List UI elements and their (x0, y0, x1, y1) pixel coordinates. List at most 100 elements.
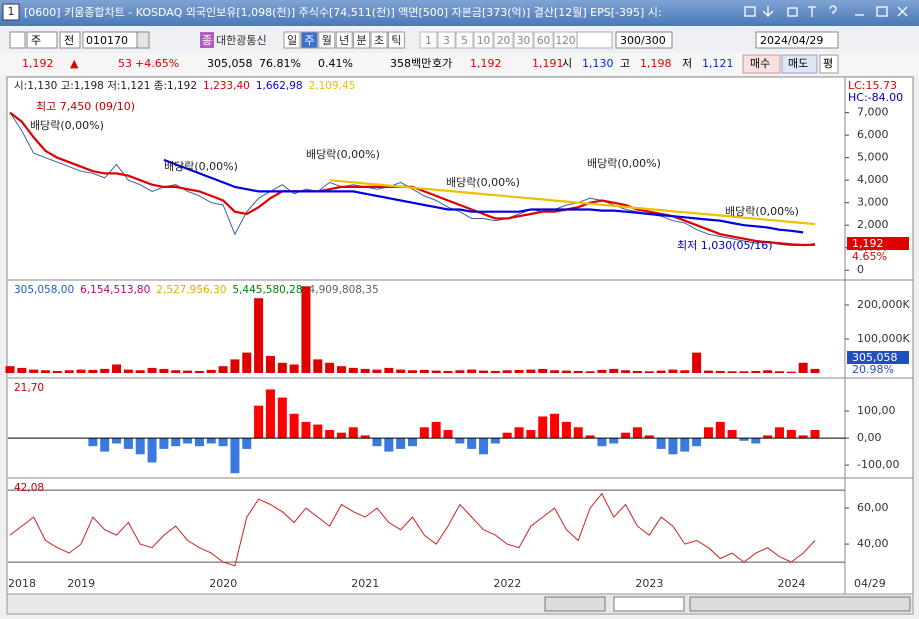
bar (692, 352, 702, 373)
date: 2024/04/29 (760, 34, 823, 47)
sell-button[interactable] (781, 54, 818, 74)
minute-button[interactable] (455, 31, 474, 49)
y-tick-label: 6,000 (857, 128, 889, 141)
interval-buttons: 일 주 월 년 분 초 틱 1 3 5 10 20 30 60 120 (283, 31, 578, 49)
count-box[interactable] (615, 31, 673, 49)
bar (171, 370, 181, 373)
bar (242, 352, 252, 373)
minute-label: 30 (517, 35, 530, 47)
bar (29, 369, 39, 373)
bar (538, 368, 548, 373)
legend-entry: 5,445,580,28 (232, 284, 302, 296)
buy-button[interactable] (742, 54, 781, 74)
bar (408, 438, 417, 447)
arrow: ▲ (70, 57, 79, 70)
last-volume: 305,058 (852, 351, 898, 364)
bar (76, 369, 86, 373)
btn[interactable] (787, 7, 798, 17)
legend-entry: 1,233,40 (203, 80, 250, 92)
bar (739, 438, 749, 441)
bar (609, 368, 619, 373)
sell[interactable]: 매도 (788, 57, 808, 70)
bar (254, 405, 264, 439)
minute-button[interactable] (493, 31, 514, 49)
dropdown[interactable] (136, 31, 150, 49)
legend-entry: 4,909,808,35 (309, 284, 379, 296)
btn[interactable] (829, 5, 837, 14)
bar (715, 421, 725, 439)
btn[interactable] (762, 6, 774, 17)
interval-button[interactable] (318, 31, 336, 49)
bar (265, 389, 275, 439)
interval-button[interactable] (335, 31, 353, 49)
bar (408, 370, 417, 373)
series-line (9, 112, 816, 246)
bar (668, 438, 678, 455)
btn[interactable] (744, 6, 756, 17)
scrollbar[interactable] (6, 593, 914, 615)
scroll-buttons[interactable] (544, 596, 606, 612)
interval-button[interactable] (387, 31, 405, 49)
minute-button[interactable] (533, 31, 554, 49)
bar (348, 367, 358, 373)
interval-button[interactable] (353, 31, 371, 49)
bar (443, 370, 453, 373)
bar (100, 368, 110, 373)
interval-label: 분 (357, 34, 367, 47)
hc-label: HC:-84.00 (848, 91, 903, 104)
interval-button[interactable] (370, 31, 388, 49)
bar (561, 421, 571, 439)
annotation: 배당락(0,00%) (30, 119, 104, 132)
y-tick-label: 100,00 (857, 404, 896, 417)
bar (490, 370, 500, 373)
bar (135, 438, 145, 455)
bar (384, 438, 394, 452)
date-box[interactable] (755, 31, 839, 49)
x-tick-label: 2020 (209, 577, 237, 590)
btn[interactable] (876, 6, 888, 17)
last-price: 1,192 (852, 237, 884, 250)
bar (325, 429, 335, 439)
low: 1,121 (702, 57, 734, 70)
interval-button[interactable] (283, 31, 301, 49)
btn[interactable] (808, 6, 816, 17)
y-tick-label: 100,000K (857, 332, 910, 345)
bar (656, 370, 666, 373)
x-tick-label: 2021 (351, 577, 379, 590)
minute-button[interactable] (419, 31, 438, 49)
buy[interactable]: 매수 (750, 57, 770, 70)
bar (502, 432, 512, 439)
adjust-select[interactable] (59, 31, 81, 49)
lc-label: LC:15.73 (848, 79, 897, 92)
bar (810, 429, 820, 439)
legend-entry: 42,08 (14, 482, 44, 494)
chart-frame (6, 76, 914, 595)
dropdown[interactable] (576, 31, 613, 49)
bar (514, 427, 524, 439)
eval-button[interactable] (819, 54, 839, 74)
bar (431, 421, 441, 439)
minute-button[interactable] (513, 31, 534, 49)
period-select[interactable] (26, 31, 58, 49)
y-tick-label: 2,000 (857, 218, 889, 231)
bar (194, 370, 204, 373)
minute-button[interactable] (437, 31, 456, 49)
bar (112, 364, 122, 373)
annotation: 최고 7,450 (09/10) (36, 100, 135, 113)
tool-buttons[interactable] (689, 596, 911, 612)
minute-button[interactable] (473, 31, 494, 49)
series-line (329, 179, 816, 226)
interval-button[interactable] (300, 31, 318, 49)
interval-label: 초 (374, 34, 384, 47)
bar (88, 369, 98, 373)
bar (325, 362, 335, 373)
icon-btn[interactable] (9, 31, 26, 49)
bar (183, 438, 193, 444)
eval[interactable]: 평 (823, 57, 833, 70)
window-controls[interactable] (744, 5, 908, 17)
legend-entry: 2,109,45 (309, 80, 356, 92)
btn[interactable] (897, 6, 908, 17)
bar (680, 370, 690, 373)
zoom-slider[interactable] (613, 596, 685, 612)
